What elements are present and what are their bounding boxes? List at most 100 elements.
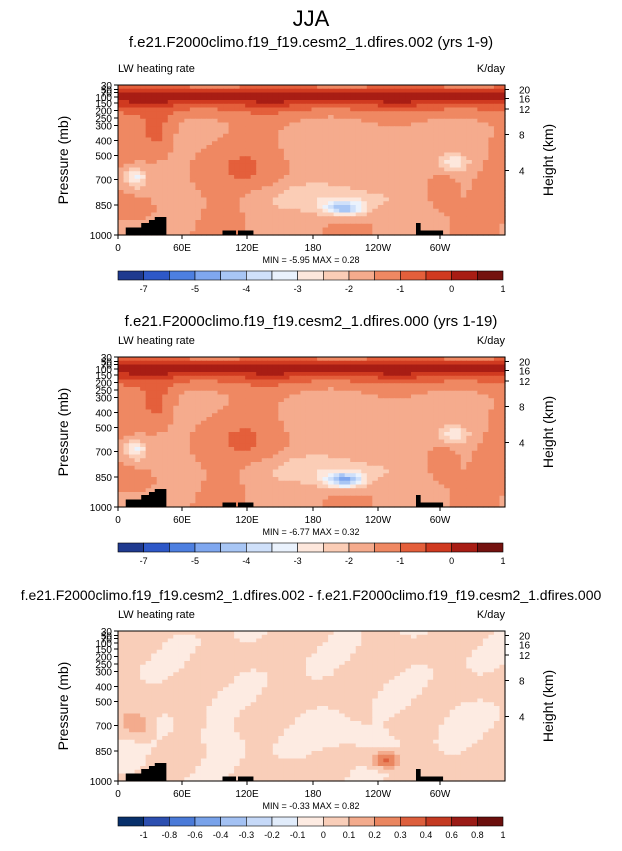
heatmap-cell — [162, 447, 169, 452]
heatmap-cell — [294, 220, 302, 225]
heatmap-cell — [499, 394, 506, 399]
heatmap-cell — [250, 160, 257, 165]
heatmap-cell — [123, 141, 130, 146]
heatmap-cell — [162, 428, 169, 433]
heatmap-cell — [283, 190, 290, 195]
heatmap-cell — [129, 178, 136, 184]
heatmap-cell — [278, 420, 285, 426]
heatmap-cell — [411, 424, 418, 429]
heatmap-cell — [134, 368, 141, 373]
heatmap-cell — [300, 402, 307, 407]
heatmap-cell — [211, 126, 219, 131]
heatmap-cell — [162, 212, 169, 217]
heatmap-cell — [433, 107, 440, 112]
heatmap-cell — [477, 103, 484, 109]
heatmap-cell — [211, 107, 219, 112]
heatmap-cell — [383, 193, 390, 199]
heatmap-cell — [289, 133, 296, 139]
heatmap-cell — [455, 398, 462, 403]
heatmap-cell — [300, 432, 307, 437]
heatmap-cell — [283, 156, 290, 161]
heatmap-cell — [305, 133, 313, 139]
heatmap-cell — [350, 160, 357, 165]
heatmap-cell — [278, 208, 285, 214]
heatmap-cell — [438, 100, 445, 105]
heatmap-cell — [178, 107, 185, 112]
heatmap-cell — [195, 141, 202, 146]
heatmap-cell — [211, 398, 219, 403]
heatmap-cell — [118, 205, 125, 210]
heatmap-cell — [300, 122, 307, 127]
heatmap-cell — [350, 443, 357, 448]
heatmap-cell — [433, 208, 440, 214]
heatmap-cell — [339, 163, 346, 169]
heatmap-cell — [300, 126, 307, 131]
heatmap-cell — [361, 360, 368, 366]
heatmap-cell — [206, 220, 213, 225]
heatmap-cell — [361, 223, 368, 229]
heatmap-cell — [228, 130, 235, 135]
heatmap-cell — [289, 88, 296, 94]
heatmap-cell — [228, 115, 235, 120]
heatmap-cell — [322, 92, 329, 97]
heatmap-cell — [361, 197, 368, 202]
heatmap-cell — [499, 387, 506, 392]
heatmap-cell — [438, 398, 445, 403]
heatmap-cell — [173, 450, 180, 456]
heatmap-cell — [123, 178, 130, 184]
heatmap-cell — [162, 178, 169, 184]
heatmap-cell — [366, 190, 373, 195]
heatmap-cell — [317, 193, 324, 199]
heatmap-cell — [322, 439, 329, 444]
heatmap-cell — [317, 156, 324, 161]
heatmap-cell — [223, 122, 230, 127]
heatmap-cell — [305, 428, 313, 433]
heatmap-cell — [129, 405, 136, 411]
heatmap-cell — [305, 145, 313, 150]
heatmap-cell — [482, 92, 490, 97]
heatmap-cell — [294, 409, 302, 414]
heatmap-cell — [388, 458, 396, 463]
heatmap-cell — [245, 364, 252, 369]
heatmap-cell — [488, 435, 495, 441]
heatmap-cell — [217, 227, 224, 232]
heatmap-cell — [355, 197, 362, 202]
heatmap-cell — [261, 223, 268, 229]
heatmap-cell — [361, 465, 368, 471]
colorbar-swatch — [143, 270, 170, 281]
heatmap-cell — [267, 420, 274, 426]
heatmap-cell — [184, 122, 191, 127]
heatmap-cell — [444, 92, 451, 97]
heatmap-cell — [200, 186, 208, 191]
heatmap-cell — [189, 364, 196, 369]
heatmap-cell — [267, 220, 274, 225]
heatmap-cell — [477, 186, 484, 191]
heatmap-cell — [388, 145, 396, 150]
heatmap-cell — [223, 171, 230, 176]
heatmap-cell — [388, 88, 396, 94]
heatmap-cell — [239, 379, 246, 384]
heatmap-cell — [499, 405, 506, 411]
heatmap-cell — [455, 148, 462, 154]
heatmap-cell — [405, 175, 412, 180]
heatmap-cell — [422, 182, 429, 187]
heatmap-cell — [256, 182, 263, 187]
heatmap-cell — [383, 152, 390, 157]
heatmap-cell — [328, 92, 335, 97]
heatmap-cell — [167, 439, 174, 444]
heatmap-cell — [178, 439, 185, 444]
heatmap-cell — [477, 141, 484, 146]
heatmap-cell — [350, 398, 357, 403]
heatmap-cell — [217, 133, 224, 139]
heatmap-cell — [372, 137, 379, 142]
heatmap-cell — [239, 163, 246, 169]
heatmap-cell — [350, 223, 357, 229]
heatmap-cell — [256, 435, 263, 441]
heatmap-cell — [272, 122, 279, 127]
heatmap-cell — [339, 96, 346, 101]
heatmap-cell — [283, 208, 290, 214]
heatmap-cell — [206, 372, 213, 377]
heatmap-cell — [300, 145, 307, 150]
heatmap-cell — [350, 156, 357, 161]
heatmap-cell — [305, 443, 313, 448]
